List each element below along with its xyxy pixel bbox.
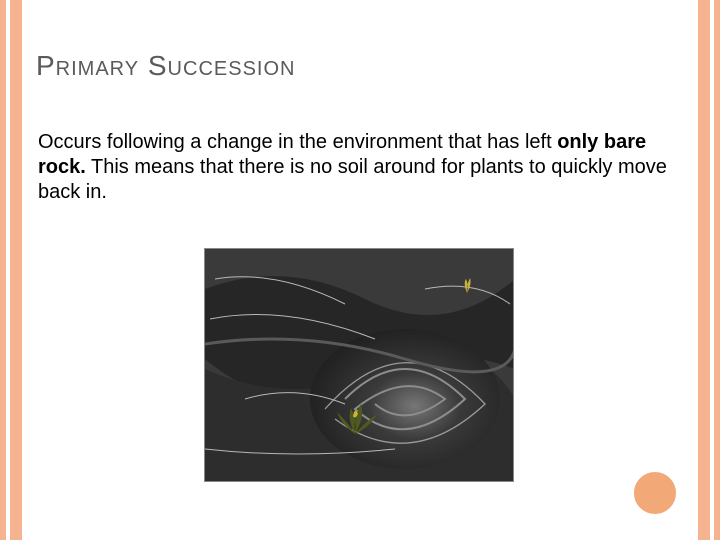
stripe-right-inner — [698, 0, 710, 540]
accent-circle — [632, 470, 678, 516]
stripe-left-inner — [10, 0, 22, 540]
stripe-right-outer — [714, 0, 720, 540]
body-text: Occurs following a change in the environ… — [38, 130, 678, 205]
content-image — [204, 248, 514, 482]
slide: Primary Succession Occurs following a ch… — [0, 0, 720, 540]
slide-title: Primary Succession — [36, 50, 295, 82]
stripe-left-outer — [0, 0, 6, 540]
body-text-pre: Occurs following a change in the environ… — [38, 131, 557, 153]
body-text-post: This means that there is no soil around … — [38, 156, 667, 203]
rock-photo-svg — [205, 249, 514, 482]
